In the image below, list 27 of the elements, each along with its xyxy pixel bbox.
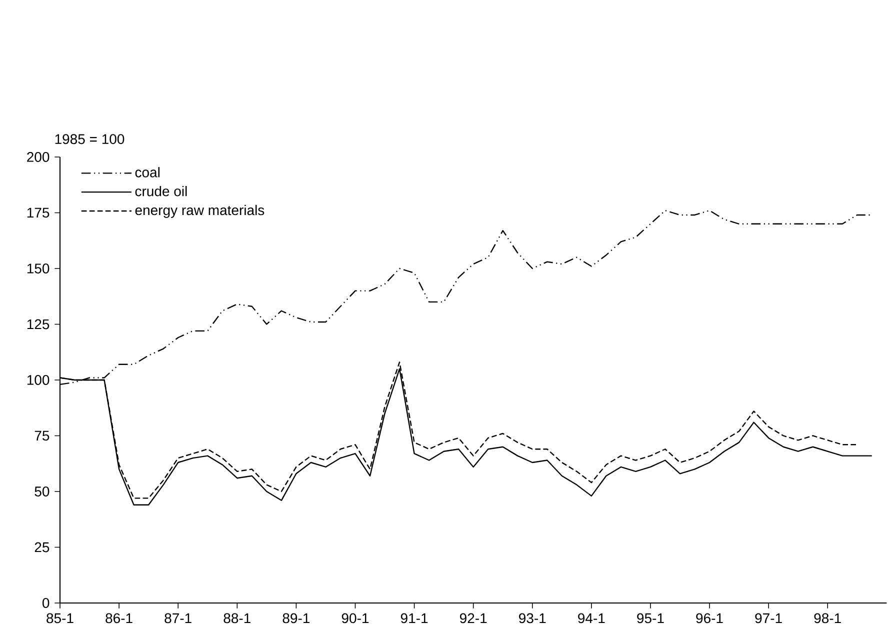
x-tick-label: 87-1 [164, 613, 192, 624]
y-tick-label: 125 [27, 319, 50, 330]
x-tick-label: 88-1 [224, 613, 250, 624]
y-tick-label: 100 [27, 375, 50, 385]
y-tick-label: 25 [34, 542, 50, 552]
legend-label: crude oil [135, 186, 187, 196]
x-tick-label: 94-1 [578, 613, 605, 624]
y-tick-label: 50 [34, 486, 50, 496]
x-tick-label: 90-1 [342, 613, 369, 624]
x-tick-label: 92-1 [460, 613, 487, 624]
legend-label: energy raw materials [135, 204, 264, 218]
x-tick-label: 89-1 [282, 613, 310, 624]
x-tick-label: 98-1 [814, 613, 841, 624]
legend-label: coal [135, 167, 160, 178]
x-tick-label: 95-1 [637, 613, 664, 624]
x-tick-label: 96-1 [696, 613, 723, 624]
y-tick-label: 175 [27, 208, 50, 218]
y-tick-label: 200 [27, 152, 50, 162]
x-tick-label: 86-1 [106, 613, 132, 624]
x-tick-label: 91-1 [400, 613, 428, 624]
y-axis-title: 1985 = 100 [55, 134, 124, 144]
x-tick-label: 97-1 [755, 613, 782, 624]
x-tick-label: 93-1 [519, 613, 546, 624]
y-tick-label: 150 [27, 264, 50, 274]
y-tick-label: 75 [34, 430, 50, 441]
y-tick-label: 0 [42, 598, 50, 608]
x-tick-label: 85-1 [46, 613, 74, 624]
